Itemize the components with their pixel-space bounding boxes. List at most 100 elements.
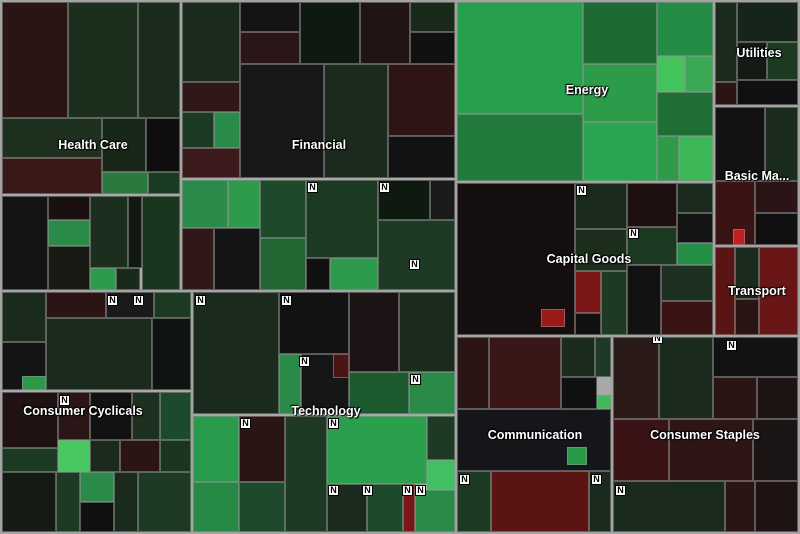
stock-tile[interactable] [260,180,306,238]
stock-tile[interactable] [561,337,595,377]
news-marker[interactable]: N [107,295,118,306]
stock-tile[interactable] [755,213,798,245]
stock-tile[interactable] [154,292,191,318]
stock-tile[interactable] [661,301,713,335]
news-marker[interactable]: N [591,474,602,485]
stock-tile[interactable] [715,2,737,82]
stock-tile[interactable] [260,238,306,290]
stock-tile[interactable] [120,440,160,472]
stock-tile[interactable] [2,448,58,472]
stock-tile[interactable] [457,2,583,114]
stock-tile[interactable] [182,148,240,178]
stock-tile[interactable] [659,337,713,419]
stock-tile[interactable] [410,32,455,64]
stock-tile[interactable] [68,2,138,118]
stock-tile[interactable] [627,183,677,227]
stock-tile[interactable] [193,482,239,532]
stock-tile[interactable] [90,392,132,440]
stock-tile[interactable] [46,292,106,318]
stock-tile[interactable] [737,42,767,80]
stock-tile[interactable] [410,2,455,32]
news-marker[interactable]: N [362,485,373,496]
stock-tile[interactable] [102,118,146,172]
stock-tile[interactable] [138,2,180,118]
stock-tile[interactable] [48,246,90,290]
stock-tile[interactable] [583,2,657,64]
stock-tile[interactable] [279,354,301,414]
stock-tile[interactable] [114,472,138,532]
stock-tile[interactable] [735,299,759,335]
stock-tile[interactable] [2,196,48,290]
sector-consumer-staples[interactable]: N N N Consumer Staples [613,337,798,532]
news-marker[interactable]: N [328,485,339,496]
stock-tile[interactable] [575,313,601,335]
stock-tile[interactable] [735,247,759,299]
stock-tile[interactable] [285,416,327,532]
news-marker[interactable]: N [240,418,251,429]
stock-tile[interactable] [489,337,561,409]
stock-tile[interactable] [755,481,798,532]
stock-tile[interactable] [733,229,745,245]
stock-tile[interactable] [657,56,685,92]
stock-tile[interactable] [491,471,589,532]
stock-tile[interactable] [715,247,735,335]
stock-tile[interactable] [677,243,713,265]
stock-tile[interactable] [324,64,388,178]
stock-tile[interactable] [2,158,102,194]
sector-energy[interactable]: Energy [457,2,713,181]
stock-tile[interactable] [613,481,725,532]
stock-tile[interactable] [146,118,180,172]
stock-tile[interactable] [677,183,713,213]
stock-tile[interactable] [80,472,114,502]
stock-tile[interactable] [102,172,148,194]
stock-tile[interactable] [46,318,152,390]
stock-tile[interactable] [2,472,56,532]
stock-tile[interactable] [755,181,798,213]
stock-tile[interactable] [160,440,191,472]
stock-tile[interactable] [575,271,601,313]
stock-tile[interactable] [613,337,659,419]
sector-health-care[interactable]: Health Care [2,2,180,290]
stock-tile[interactable] [182,112,214,148]
stock-tile[interactable] [765,107,798,181]
stock-tile[interactable] [128,196,142,268]
stock-tile[interactable] [601,271,627,335]
stock-tile[interactable] [193,292,279,414]
sector-consumer-cyclicals[interactable]: N N N Consumer Cyclicals [2,292,191,532]
news-marker[interactable]: N [409,259,420,270]
stock-tile[interactable] [457,114,583,181]
stock-tile[interactable] [142,196,180,290]
stock-tile[interactable] [240,2,300,32]
stock-tile[interactable] [679,136,713,181]
sector-technology[interactable]: N N N N N N N N N N Technology [193,292,455,532]
stock-tile[interactable] [715,107,765,181]
stock-tile[interactable] [193,416,239,482]
stock-tile[interactable] [561,377,597,409]
stock-tile[interactable] [239,482,285,532]
stock-tile[interactable] [657,2,713,56]
stock-tile[interactable] [152,318,191,390]
stock-tile[interactable] [388,64,455,136]
stock-tile[interactable] [330,258,378,290]
sector-financial[interactable]: N N N Financial [182,2,455,290]
stock-tile[interactable] [80,502,114,532]
stock-tile[interactable] [182,180,228,228]
stock-tile[interactable] [148,172,180,194]
stock-tile[interactable] [575,229,627,271]
stock-tile[interactable] [367,484,403,532]
stock-tile[interactable] [403,484,415,532]
stock-tile[interactable] [597,395,611,409]
sector-capital-goods[interactable]: N N Capital Goods [457,183,713,335]
stock-tile[interactable] [541,309,565,327]
stock-tile[interactable] [767,42,798,80]
stock-tile[interactable] [306,180,378,258]
stock-tile[interactable] [48,196,90,220]
stock-tile[interactable] [575,183,627,229]
stock-tile[interactable] [228,180,260,228]
stock-tile[interactable] [583,122,657,181]
news-marker[interactable]: N [410,374,421,385]
stock-tile[interactable] [661,265,713,301]
news-marker[interactable]: N [576,185,587,196]
stock-tile[interactable] [427,460,455,490]
stock-tile[interactable] [715,82,737,105]
